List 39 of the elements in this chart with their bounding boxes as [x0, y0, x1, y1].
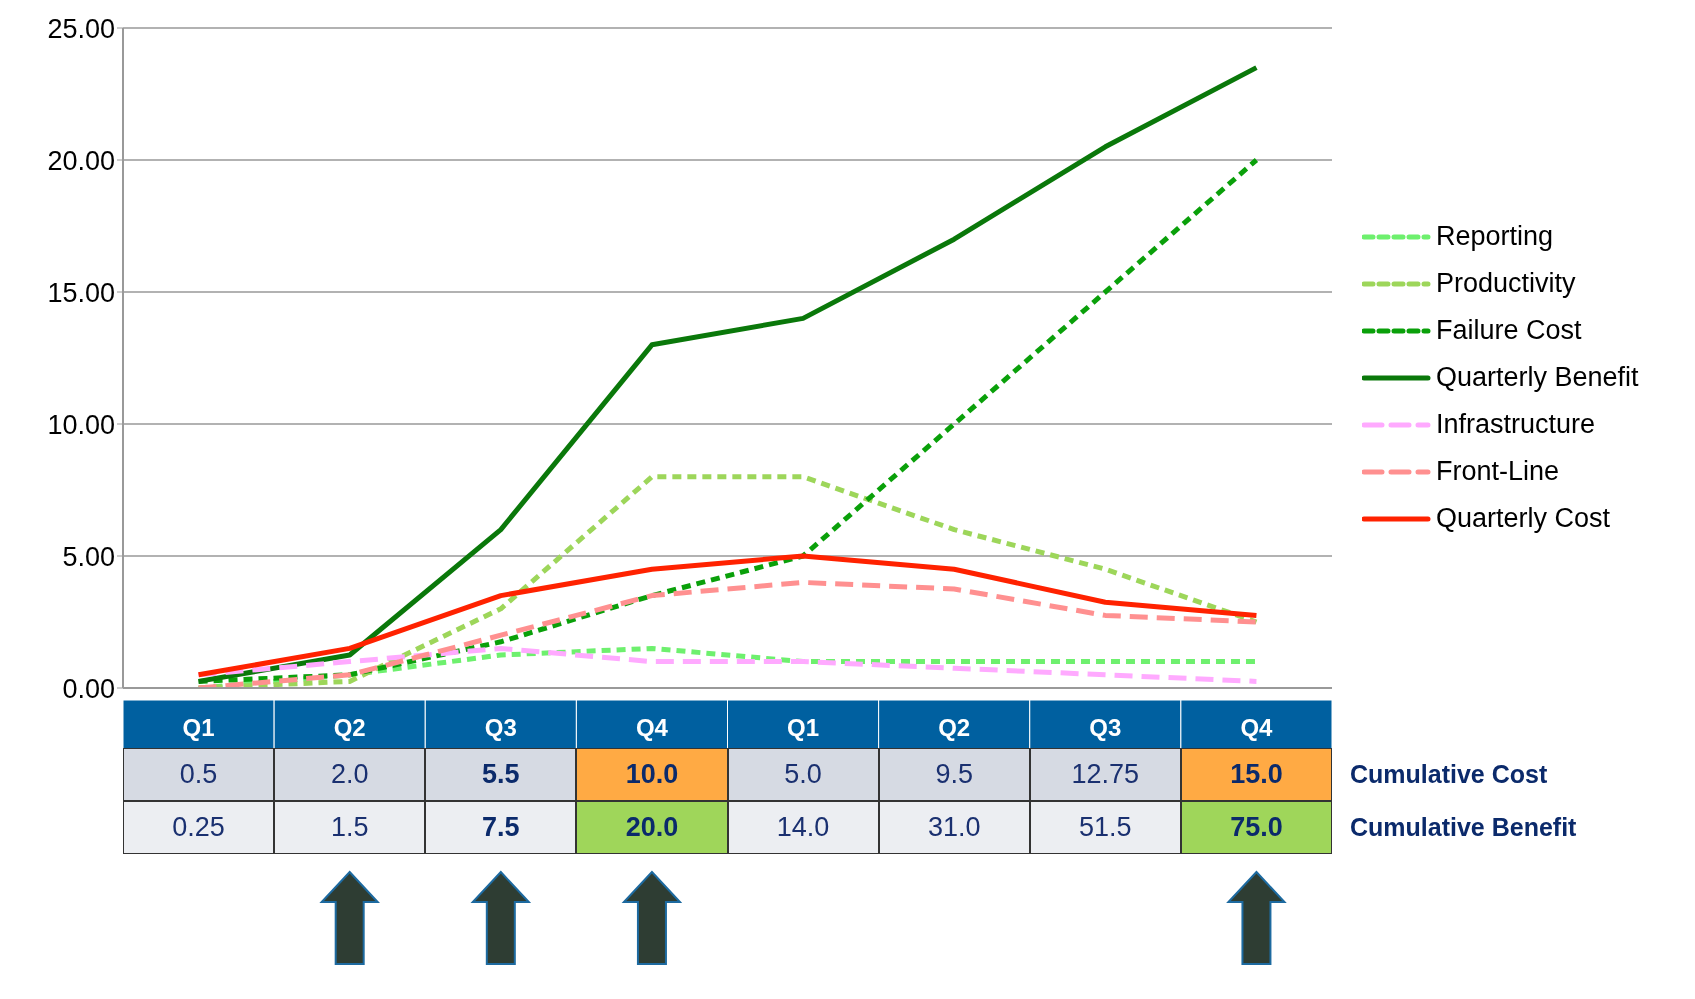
y-tick-label: 5.00: [62, 541, 115, 572]
text: 0.25: [123, 801, 275, 854]
y-tick-label: 25.00: [47, 13, 115, 44]
text: 10.0: [576, 748, 728, 801]
legend-label: Front-Line: [1436, 456, 1560, 487]
x-tick-label: Q4: [635, 714, 669, 741]
text: 20.0: [576, 801, 728, 854]
x-tick-label: Q3: [1089, 714, 1122, 741]
text: 2.0: [274, 748, 426, 801]
x-tick-label: Q2: [333, 714, 366, 741]
text: 1.5: [274, 801, 426, 854]
text: 5.0: [727, 748, 879, 801]
text: 31.0: [878, 801, 1030, 854]
legend-label: Failure Cost: [1436, 315, 1582, 346]
text: 51.5: [1029, 801, 1181, 854]
legend-label: Reporting: [1436, 221, 1554, 252]
text: 14.0: [727, 801, 879, 854]
text: 0.5: [123, 748, 275, 801]
text: 15.0: [1180, 748, 1332, 801]
y-tick-label: 10.00: [47, 409, 115, 440]
text: Cumulative Cost: [1349, 759, 1548, 790]
text: 9.5: [878, 748, 1030, 801]
text: 7.5: [425, 801, 577, 854]
y-tick-label: 15.00: [47, 277, 115, 308]
legend-label: Quarterly Benefit: [1436, 362, 1639, 393]
text: 5.5: [425, 748, 577, 801]
x-tick-label: Q2: [938, 714, 971, 741]
text: Cumulative Benefit: [1349, 812, 1577, 843]
text: 75.0: [1180, 801, 1332, 854]
legend-label: Productivity: [1436, 268, 1576, 299]
legend-label: Quarterly Cost: [1436, 503, 1611, 534]
text: 12.75: [1029, 748, 1181, 801]
x-tick-label: Q4: [1240, 714, 1274, 741]
y-tick-label: 20.00: [47, 145, 115, 176]
legend-label: Infrastructure: [1436, 409, 1596, 440]
x-tick-label: Q3: [484, 714, 517, 741]
y-tick-label: 0.00: [62, 673, 115, 704]
x-tick-label: Q1: [787, 714, 820, 741]
x-tick-label: Q1: [182, 714, 215, 741]
